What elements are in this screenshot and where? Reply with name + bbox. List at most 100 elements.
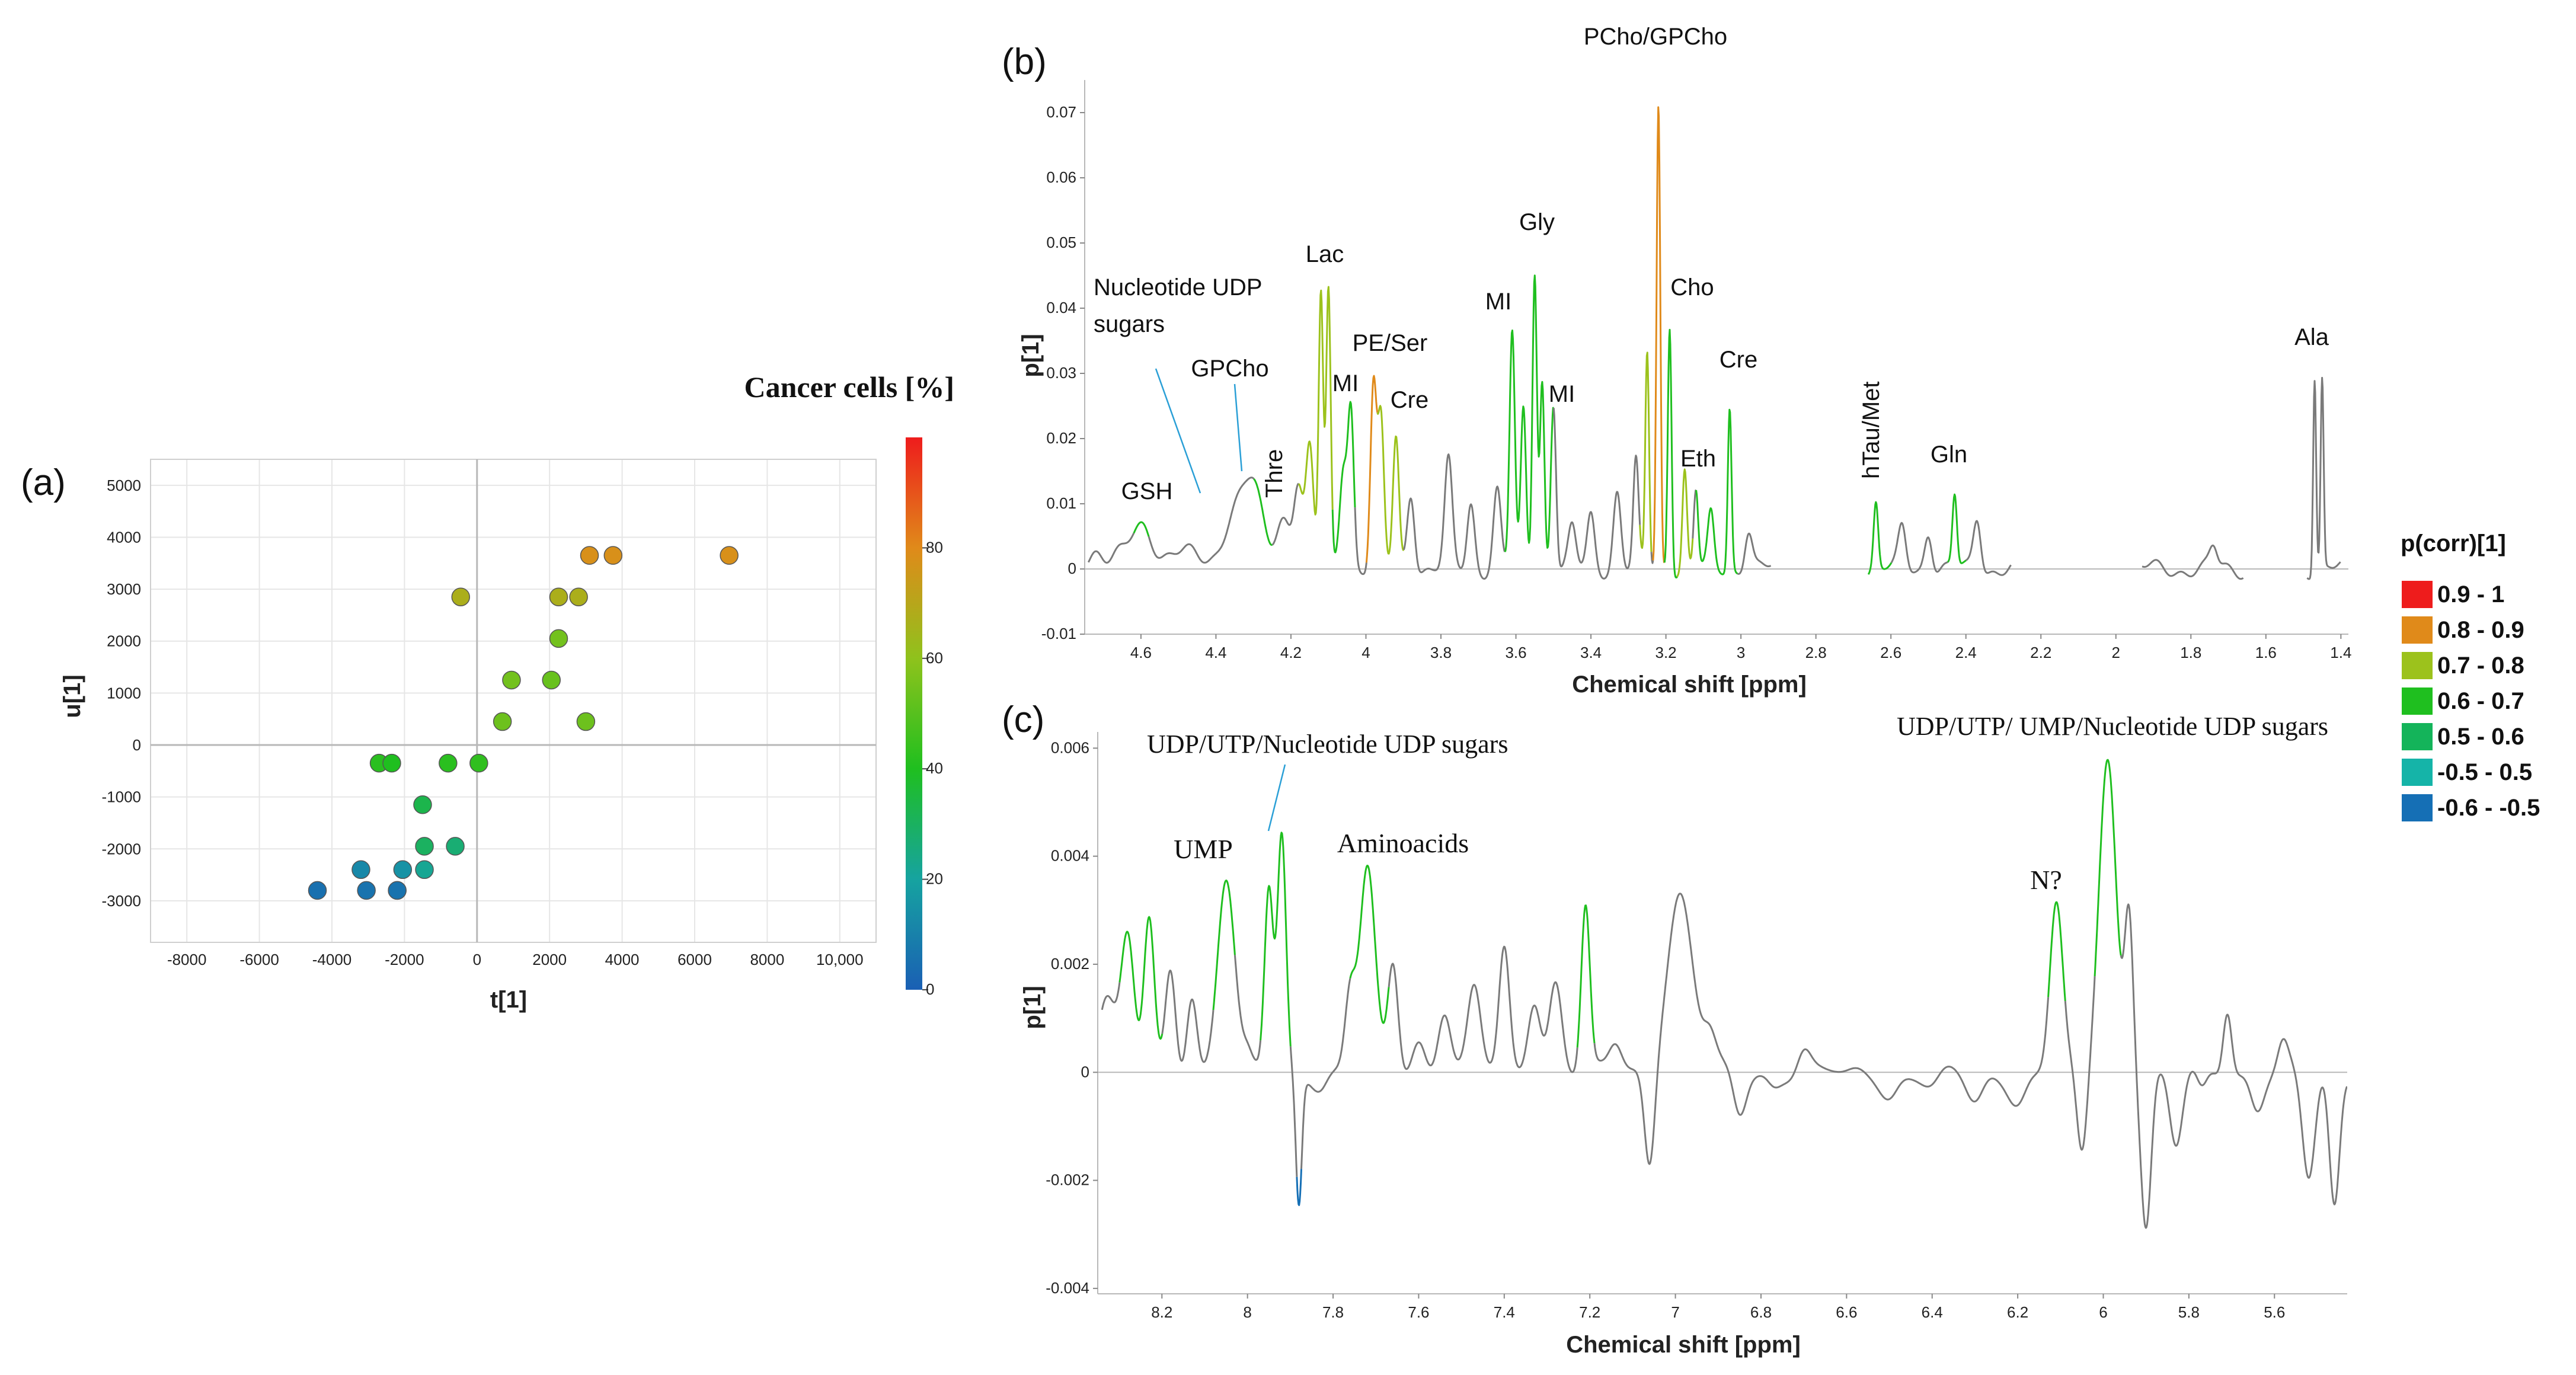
panel-c-spectrum [1101,759,2347,1229]
legend-swatch [2402,616,2433,644]
y-tick-label: 3000 [107,580,141,598]
panel-c-spectrum-line [1388,945,1578,1073]
panel-b-spectrum-line [1663,328,1678,578]
panel-b-spectrum-line [1504,274,1554,552]
label-udp-utp-ump-nucleotide: UDP/UTP/ UMP/Nucleotide UDP sugars [1897,712,2328,741]
panel-c-spectrum-line [1101,982,1121,1011]
y-tick-label: 2000 [107,632,141,650]
scatter-point [388,881,407,900]
panel-c-spectrum-line [2047,901,2066,1002]
panel-b-x-tick-label: 4.4 [1205,644,1226,661]
panel-c-x-title: Chemical shift [ppm] [1566,1332,1801,1358]
scatter-point [580,546,599,565]
pointer-line-udp [1267,764,1286,832]
panel-a-x-title: t[1] [490,987,527,1013]
panel-a-label: (a) [21,462,66,503]
panel-c-y-tick-label: -0.002 [1046,1171,1089,1189]
panel-b-spectrum-line [1376,405,1404,555]
colorbar-title: Cancer cells [%] [744,370,954,404]
panel-b-axes [1084,80,2348,635]
panel-b-spectrum-line [1947,493,1967,564]
panel-b-y-tick-label: 0.03 [1046,364,1076,382]
legend-item-label: 0.6 - 0.7 [2437,688,2524,714]
panel-c-x-tick-label: 6 [2099,1303,2107,1321]
label-gpcho: GPCho [1191,356,1268,382]
panel-c-spectrum-line [1260,832,1292,1047]
panel-b-x-tick-label: 3.2 [1655,644,1677,661]
panel-b-x-tick-label: 1.4 [2330,644,2351,661]
panel-b-spectrum-line [1133,521,1150,537]
panel-b-y-title: p[1] [1018,334,1044,377]
panel-b-spectrum [1087,106,2341,580]
label-ala: Ala [2294,324,2329,350]
panel-b-spectrum-line [1148,477,1255,564]
panel-b-x-tick-label: 1.8 [2180,644,2201,661]
panel-c-spectrum-line [1296,1169,1302,1206]
panel-c-axes [1097,732,2347,1294]
panel-c-x-tick-label: 5.8 [2178,1303,2200,1321]
legend: 0.9 - 1 0.8 - 0.9 0.7 - 0.8 0.6 - 0.7 0.5 - … [2402,581,2540,821]
panel-b-y-tick-label: 0.04 [1046,299,1076,316]
legend-swatch [2402,794,2433,821]
scatter-point [357,881,376,900]
panel-b-ticks: 4.6 4.4 4.2 4 3.8 3.6 3.4 3.2 3 2.8 2.6 2.4 2.2 2 1.8 1… [1041,103,2352,661]
scatter-point [569,587,588,606]
label-udp-utp-nucleotide: UDP/UTP/Nucleotide UDP sugars [1147,730,1508,759]
label-htau-met: hTau/Met [1858,381,1884,479]
scatter-point [576,712,596,731]
label-ump: UMP [1174,834,1233,864]
panel-c-x-tick-label: 7.2 [1579,1303,1600,1321]
panel-b-x-tick-label: 2.4 [1955,644,1977,661]
x-tick-label: 10,000 [816,951,864,968]
y-tick-label: 5000 [107,477,141,494]
panel-b-spectrum-line [1253,478,1273,546]
legend-item-label: -0.6 - -0.5 [2437,795,2540,821]
panel-b-spectrum-line [1365,375,1379,563]
panel-c-x-tick-label: 5.6 [2264,1303,2285,1321]
x-tick-label: -6000 [239,951,279,968]
panel-c-y-tick-label: 0.006 [1051,738,1089,756]
panel-b-x-title: Chemical shift [ppm] [1572,671,1807,698]
colorbar-tick-label: 80 [926,538,943,556]
panel-b-spectrum-line [1692,489,1697,539]
panel-b-x-tick-label: 3.4 [1580,644,1602,661]
scatter-point [308,881,327,900]
label-eth: Eth [1680,446,1716,472]
legend-item-label: 0.8 - 0.9 [2437,617,2524,643]
scatter-point [382,753,401,773]
panel-c-spectrum-line [1233,955,1262,1061]
y-tick-label: 1000 [107,684,141,702]
panel-c-spectrum-line [1349,865,1390,1024]
label-mi-3: MI [1549,381,1575,407]
panel-b-spectrum-line [1087,532,1135,564]
label-cho: Cho [1670,274,1714,300]
panel-c-spectrum-line [1576,904,1596,1048]
label-sugars: sugars [1094,311,1165,337]
panel-c-x-tick-label: 7.8 [1322,1303,1344,1321]
panel-b-x-tick-label: 2 [2112,644,2120,661]
legend-swatch [2402,759,2433,786]
panel-c-x-tick-label: 6.2 [2007,1303,2028,1321]
panel-b-x-tick-label: 4.6 [1130,644,1152,661]
label-cre-1: Cre [1391,387,1428,413]
panel-c-spectrum-line [2094,759,2122,977]
panel-c-x-tick-label: 7 [1671,1303,1679,1321]
legend-swatch [2402,652,2433,679]
x-tick-label: 4000 [605,951,640,968]
panel-b-y-tick-label: -0.01 [1041,625,1076,642]
label-pcho-gpcho: PCho/GPCho [1584,24,1727,50]
scatter-point [469,753,488,773]
panel-b-y-tick-label: 0.01 [1046,494,1076,512]
panel-b-x-tick-label: 2.6 [1880,644,1901,661]
scatter-point [393,860,413,880]
scatter-point [415,860,434,880]
panel-c-spectrum-line [2120,903,2347,1229]
x-tick-label: -8000 [167,951,207,968]
legend-item-label: 0.9 - 1 [2437,581,2504,607]
legend-item-label: 0.7 - 0.8 [2437,653,2524,679]
scatter-point [502,670,521,690]
x-tick-label: 6000 [677,951,712,968]
panel-c-spectrum-line [1212,880,1236,1011]
legend-swatch [2402,688,2433,715]
